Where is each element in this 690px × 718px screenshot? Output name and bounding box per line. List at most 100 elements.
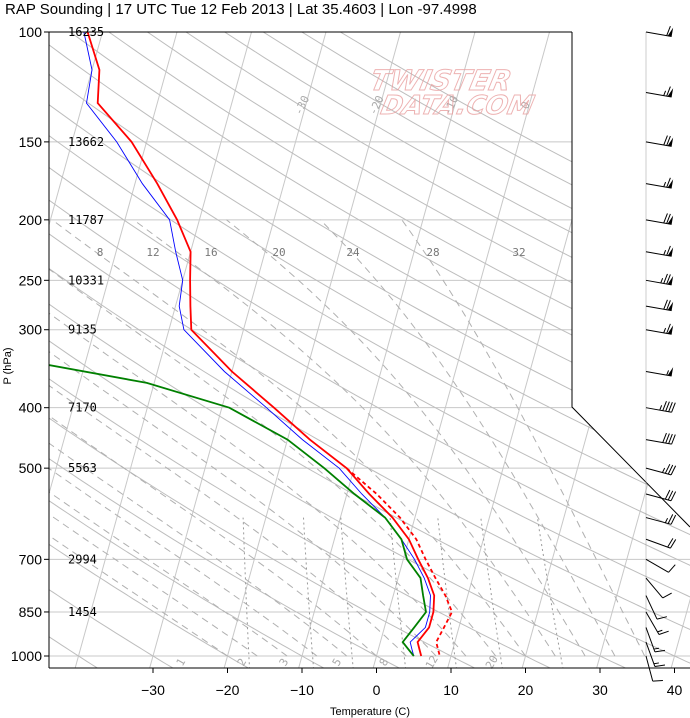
height-label-400: 7170 xyxy=(68,401,97,415)
moist-adiabat xyxy=(49,442,348,657)
y-tick-label: 100 xyxy=(19,24,43,40)
x-tick-label: 40 xyxy=(667,682,683,698)
y-tick-label: 150 xyxy=(19,134,43,150)
moist-adiabat xyxy=(49,268,497,657)
wind-barb xyxy=(645,177,674,189)
dry-adiabat xyxy=(49,73,690,448)
y-tick-label: 250 xyxy=(19,272,43,288)
x-tick-label: −10 xyxy=(290,682,314,698)
height-label-150: 13662 xyxy=(68,135,104,149)
dry-adiabat xyxy=(49,44,690,421)
bottom-mixing-label: 12 xyxy=(423,653,441,671)
moist-adiabat xyxy=(49,467,318,657)
wind-barb xyxy=(645,323,674,335)
x-axis-label: Temperature (C) xyxy=(330,706,410,718)
wind-barb xyxy=(645,538,677,549)
wind-barb xyxy=(645,432,676,445)
x-tick-label: 10 xyxy=(443,682,459,698)
wind-barb xyxy=(645,213,674,225)
wind-barb xyxy=(645,135,674,147)
moist-adiabat xyxy=(51,219,526,657)
moist-adiabat xyxy=(226,219,586,657)
y-tick-label: 400 xyxy=(19,400,43,416)
dry-adiabat xyxy=(49,135,690,506)
twisterdata-watermark: TWISTER DATA.COM xyxy=(367,64,538,122)
profile-line xyxy=(86,32,436,657)
wind-barb xyxy=(645,489,677,502)
isotherm-line xyxy=(74,32,252,668)
dry-adiabat xyxy=(49,589,174,668)
moist-adiabat xyxy=(49,312,467,657)
wind-barb xyxy=(645,641,666,668)
bottom-mixing-label: 3 xyxy=(277,656,292,668)
height-label-500: 5563 xyxy=(68,461,97,475)
moist-adiabat xyxy=(49,351,437,657)
isotherm-line xyxy=(372,32,550,668)
isotherm-line xyxy=(49,32,103,227)
wind-barb xyxy=(645,627,666,653)
dry-adiabat xyxy=(49,340,627,668)
mixing-ratio-label: 16 xyxy=(204,246,217,259)
dry-adiabat xyxy=(49,303,690,664)
watermark-line-1: TWISTER xyxy=(367,64,514,97)
moist-adiabat xyxy=(49,491,288,657)
mixing-ratio-line xyxy=(480,517,503,668)
y-tick-label: 300 xyxy=(19,322,43,338)
mixing-ratio-label: 32 xyxy=(512,246,525,259)
wind-barb xyxy=(645,595,668,620)
dry-adiabat xyxy=(49,417,476,668)
height-label-300: 9135 xyxy=(68,323,97,337)
wind-barb xyxy=(645,655,663,682)
profile-line xyxy=(49,364,427,657)
height-label-850: 1454 xyxy=(68,605,97,619)
mixing-ratio-label: 28 xyxy=(426,246,439,259)
bottom-mixing-label: 8 xyxy=(377,656,392,668)
chart-title: RAP Sounding | 17 UTC Tue 12 Feb 2013 | … xyxy=(5,1,477,18)
height-label-200: 11787 xyxy=(68,213,104,227)
wind-barb-panel xyxy=(571,25,690,682)
dry-adiabat xyxy=(49,378,552,668)
mixing-ratio-label: 24 xyxy=(346,246,360,259)
dry-adiabat xyxy=(49,458,401,668)
y-tick-label: 1000 xyxy=(11,648,42,664)
dry-adiabat xyxy=(49,199,690,566)
x-tick-label: −30 xyxy=(141,682,165,698)
mixing-ratio-label: 20 xyxy=(272,246,285,259)
isotherm-label: 0 xyxy=(518,100,533,112)
bottom-mixing-label: 1 xyxy=(174,656,189,668)
moist-adiabat xyxy=(319,219,616,657)
dry-adiabat xyxy=(108,32,690,367)
wind-barb xyxy=(645,25,674,38)
moist-adiabat xyxy=(49,415,377,657)
x-tick-label: −20 xyxy=(216,682,240,698)
height-label-250: 10331 xyxy=(68,273,104,287)
wind-barb xyxy=(645,463,677,476)
y-axis-label: P (hPa) xyxy=(2,347,14,384)
dry-adiabat xyxy=(49,104,690,477)
mixing-ratio-line xyxy=(242,517,251,668)
wind-panel-border xyxy=(571,32,690,528)
x-tick-label: 30 xyxy=(592,682,608,698)
x-tick-label: 20 xyxy=(518,682,534,698)
wind-barb xyxy=(645,367,674,377)
bottom-mixing-label: 2 xyxy=(235,656,250,668)
moist-adiabat xyxy=(49,513,258,657)
mixing-ratio-label: 8 xyxy=(97,246,104,259)
mixing-ratio-label: 12 xyxy=(146,246,159,259)
bottom-mixing-label: 5 xyxy=(330,656,345,668)
mixing-ratio-line xyxy=(303,517,315,668)
isotherm-line xyxy=(49,32,178,496)
wind-barb xyxy=(645,514,677,525)
isotherm-label: -30 xyxy=(292,94,312,118)
background-grid xyxy=(49,32,690,668)
x-tick-label: 0 xyxy=(373,682,381,698)
mixing-ratio-line xyxy=(536,517,564,668)
y-tick-label: 700 xyxy=(19,551,43,567)
wind-panel-mask xyxy=(572,32,690,668)
isotherm-line xyxy=(149,32,327,668)
dry-adiabat xyxy=(49,267,690,630)
wind-barb xyxy=(645,577,672,599)
dry-adiabat xyxy=(49,500,325,668)
